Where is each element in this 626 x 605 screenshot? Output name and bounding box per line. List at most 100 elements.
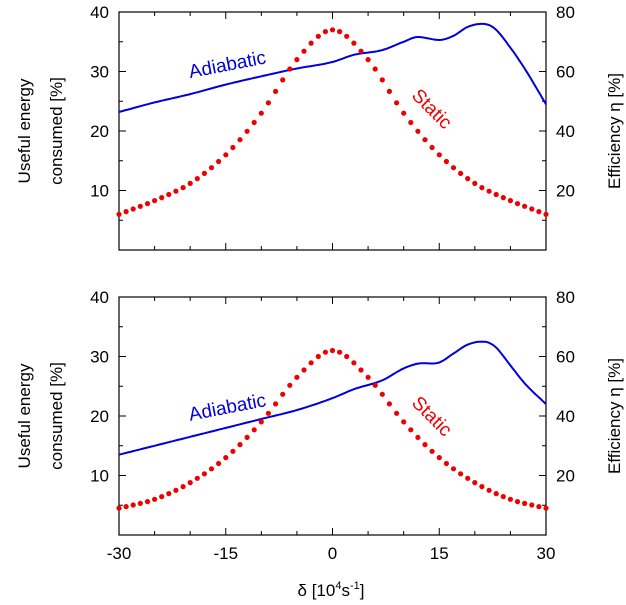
series-point-static <box>344 33 350 39</box>
series-point-static <box>500 195 506 201</box>
series-point-static <box>450 466 457 472</box>
series-point-static <box>208 165 215 171</box>
series-point-static <box>230 144 236 151</box>
series-line-adiabatic <box>118 340 547 456</box>
series-point-static <box>265 410 271 416</box>
x-tick-label: 30 <box>537 544 556 563</box>
series-point-static <box>429 144 435 151</box>
series-point-static <box>308 40 314 46</box>
series-point-static <box>294 57 300 63</box>
y-tick-label: 30 <box>90 348 109 367</box>
series-point-static <box>486 188 492 194</box>
series-point-static <box>394 410 400 416</box>
series-point-static <box>536 209 542 215</box>
series-point-static <box>408 427 414 433</box>
series-point-static <box>365 57 371 63</box>
series-point-static <box>422 137 428 143</box>
series-point-static <box>486 487 492 493</box>
series-point-static <box>465 475 471 481</box>
series-point-static <box>351 40 357 46</box>
series-point-static <box>450 165 457 171</box>
series-point-static <box>315 353 321 360</box>
x-tick-label: 0 <box>328 544 337 563</box>
series-point-static <box>351 360 357 366</box>
series-point-static <box>201 471 207 477</box>
y2-tick-label: 60 <box>556 348 575 367</box>
series-point-static <box>123 209 129 215</box>
series-point-static <box>144 201 151 207</box>
series-point-static <box>394 100 400 106</box>
series-point-static <box>415 128 421 134</box>
series-point-static <box>429 448 435 454</box>
series-point-static <box>458 170 464 176</box>
y2-tick-label: 40 <box>556 407 575 426</box>
series-point-static <box>201 170 207 176</box>
series-point-static <box>216 158 222 165</box>
y-tick-label: 30 <box>90 63 109 82</box>
series-point-static <box>258 110 264 116</box>
y-axis-label: consumed [%] <box>47 77 66 185</box>
series-point-static <box>415 434 421 440</box>
series-point-static <box>301 48 307 54</box>
series-point-static <box>493 491 499 497</box>
series-point-static <box>522 500 528 506</box>
series-point-static <box>344 353 350 360</box>
series-point-static <box>166 491 172 497</box>
y2-tick-label: 20 <box>556 182 575 201</box>
series-point-static <box>180 185 186 191</box>
plot-frame <box>118 296 547 536</box>
series-point-static <box>244 128 250 134</box>
series-point-static <box>329 347 336 354</box>
series-point-static <box>159 195 165 201</box>
series-point-static <box>194 475 200 481</box>
series-point-static <box>187 480 193 486</box>
series-point-static <box>479 484 485 490</box>
series-point-static <box>372 66 378 72</box>
y-tick-label: 10 <box>90 467 109 486</box>
series-point-static <box>443 158 449 165</box>
series-point-static <box>130 206 136 212</box>
series-point-static <box>251 427 257 433</box>
series-point-static <box>173 188 179 194</box>
series-point-static <box>465 176 471 182</box>
x-tick-label: 15 <box>430 544 449 563</box>
y2-tick-label: 80 <box>556 288 575 307</box>
y-axis-label: Useful energy <box>15 363 34 468</box>
series-point-static <box>386 88 392 94</box>
plot-frame <box>118 11 547 251</box>
y2-tick-label: 60 <box>556 63 575 82</box>
series-point-static <box>514 499 521 505</box>
x-tick-label: -30 <box>107 544 132 563</box>
series-label-static: Static <box>407 85 455 133</box>
series-point-static <box>443 460 449 467</box>
y-tick-label: 20 <box>90 407 109 426</box>
series-point-static <box>287 66 293 72</box>
series-point-static <box>308 360 314 366</box>
y2-tick-label: 80 <box>556 3 575 22</box>
series-point-static <box>116 211 122 217</box>
series-point-static <box>159 494 165 500</box>
series-point-static <box>372 382 378 388</box>
series-point-static <box>337 349 343 355</box>
series-point-static <box>280 77 286 83</box>
series-point-static <box>137 203 143 209</box>
series-point-static <box>436 455 442 461</box>
series-point-static <box>472 180 478 186</box>
series-point-static <box>315 33 321 39</box>
series-point-static <box>194 176 200 182</box>
series-point-static <box>251 119 257 126</box>
series-point-static <box>500 494 506 500</box>
series-point-static <box>244 434 250 440</box>
series-point-static <box>258 419 264 425</box>
series-point-static <box>223 152 229 158</box>
series-point-static <box>230 448 236 454</box>
y2-tick-label: 20 <box>556 467 575 486</box>
series-point-static <box>408 119 414 126</box>
series-point-static <box>479 185 485 191</box>
y2-tick-label: 40 <box>556 122 575 141</box>
series-point-static <box>536 504 542 510</box>
series-point-static <box>365 374 371 380</box>
series-point-static <box>116 505 122 511</box>
series-point-static <box>379 391 385 397</box>
